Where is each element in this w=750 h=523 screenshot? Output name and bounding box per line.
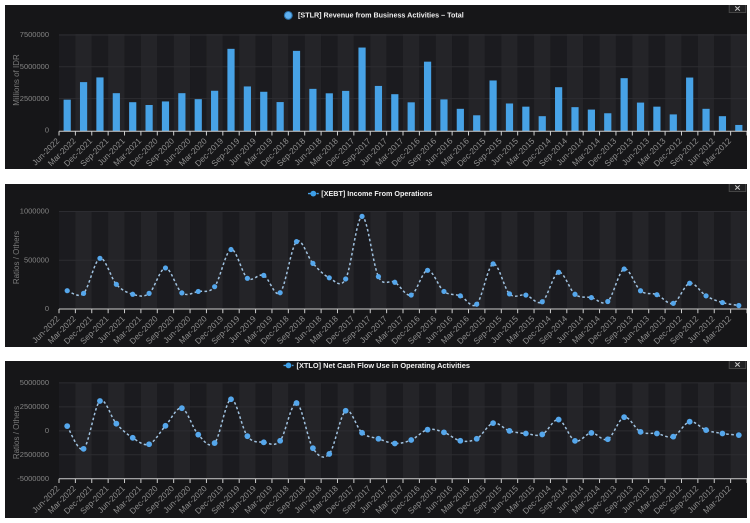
svg-text:Ratios / Others: Ratios / Others: [12, 231, 21, 284]
svg-text:0: 0: [45, 304, 49, 313]
svg-text:2500000: 2500000: [20, 94, 49, 103]
svg-text:Ratios / Others: Ratios / Others: [12, 406, 21, 459]
svg-text:[XTLO] Net Cash Flow Use in Op: [XTLO] Net Cash Flow Use in Operating Ac…: [297, 361, 470, 370]
svg-text:1000000: 1000000: [20, 207, 49, 216]
svg-text:0: 0: [45, 426, 49, 435]
svg-text:7500000: 7500000: [20, 30, 49, 39]
svg-text:[STLR] Revenue from Business A: [STLR] Revenue from Business Activities …: [298, 11, 464, 20]
svg-text:2500000: 2500000: [20, 402, 49, 411]
svg-text:5000000: 5000000: [20, 62, 49, 71]
svg-text:-5000000: -5000000: [17, 474, 49, 483]
svg-text:0: 0: [45, 126, 49, 135]
svg-text:500000: 500000: [24, 255, 49, 264]
svg-text:5000000: 5000000: [20, 378, 49, 387]
svg-text:-2500000: -2500000: [17, 450, 49, 459]
svg-text:[XEBT] Income From Operations: [XEBT] Income From Operations: [321, 189, 432, 198]
svg-text:Millions of IDR: Millions of IDR: [12, 54, 21, 106]
